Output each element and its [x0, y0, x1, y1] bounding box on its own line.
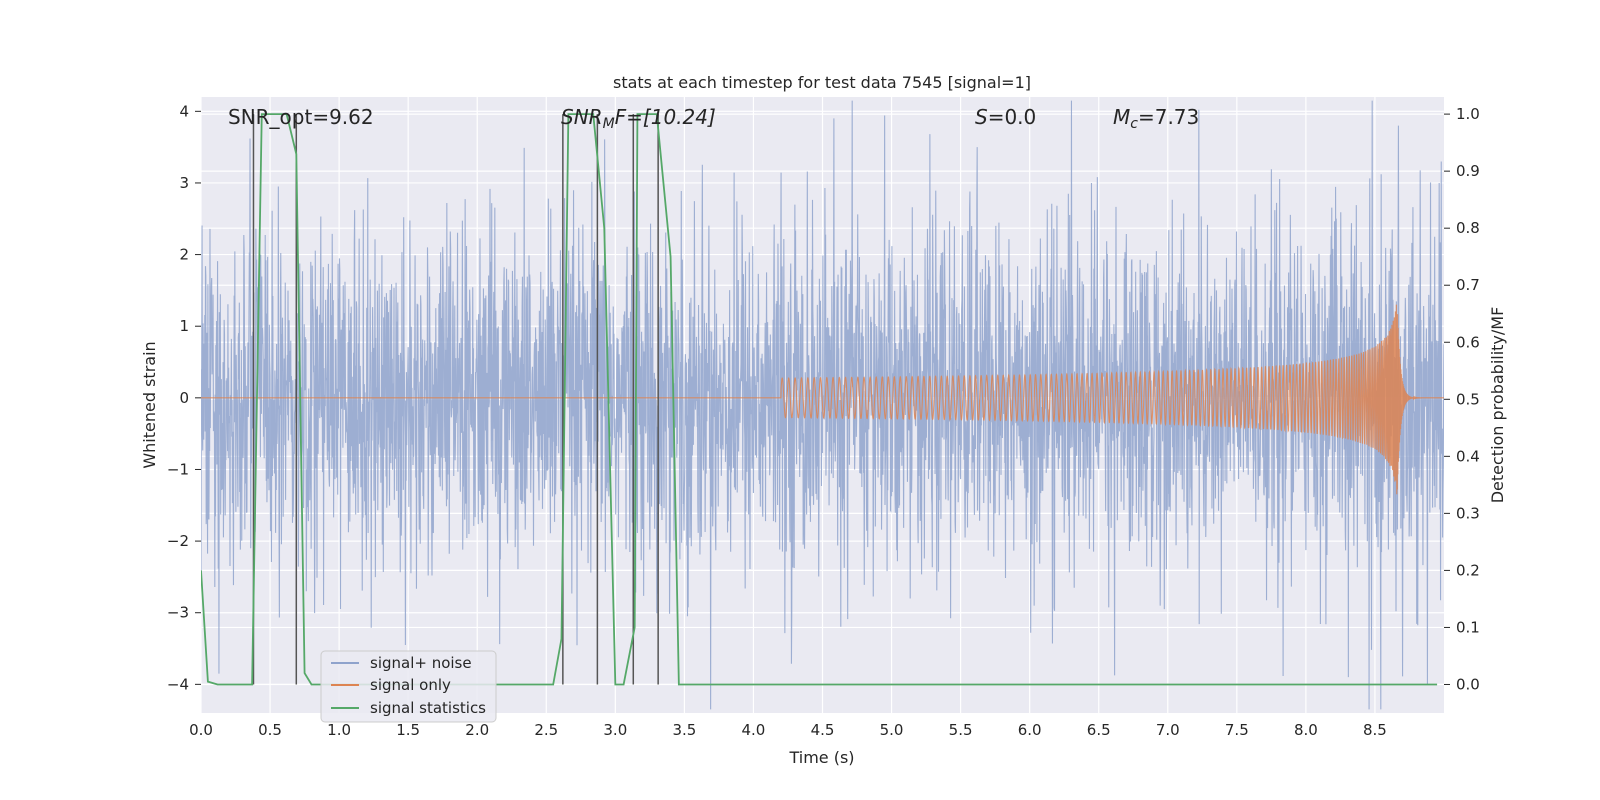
legend: signal+ noise signal only signal statist…: [320, 650, 497, 723]
annotation-mc-label: M: [1113, 105, 1130, 129]
series-signal-plus-noise: [201, 100, 1444, 710]
x-tick-label: 2.5: [534, 721, 558, 739]
y-left-tick-label: −3: [167, 604, 189, 622]
x-tick-label: 5.0: [880, 721, 904, 739]
y-left-tick-label: 1: [179, 317, 189, 335]
legend-label-signal-statistics: signal statistics: [370, 699, 486, 717]
y-right-tick-label: 0.0: [1456, 675, 1480, 693]
x-tick-label: 7.5: [1225, 721, 1249, 739]
x-tick-label: 6.0: [1018, 721, 1042, 739]
y-left-tick-label: −1: [167, 460, 189, 478]
annotation-s: S=0.0: [975, 105, 1036, 129]
y-left-tick-label: −4: [167, 675, 189, 693]
x-tick-label: 8.0: [1294, 721, 1318, 739]
y-right-tick-label: 0.2: [1456, 561, 1480, 579]
x-tick-label: 3.5: [672, 721, 696, 739]
x-tick-label: 1.0: [327, 721, 351, 739]
legend-label-signal-only: signal only: [370, 676, 451, 694]
y-right-tick-label: 0.4: [1456, 447, 1480, 465]
y-right-tick-label: 0.3: [1456, 504, 1480, 522]
y-right-axis-ticks: 1.0 0.9 0.8 0.7 0.6 0.5 0.4 0.3 0.2 0.1 0.0: [1444, 105, 1480, 693]
y-right-tick-label: 1.0: [1456, 105, 1480, 123]
y-right-tick-label: 0.7: [1456, 276, 1480, 294]
annotation-snr-opt: SNR_opt=9.62: [228, 105, 374, 129]
annotation-mc-sub: c: [1130, 116, 1138, 132]
annotation-mc: Mc=7.73: [1113, 105, 1199, 132]
y-right-tick-label: 0.8: [1456, 219, 1480, 237]
y-right-tick-label: 0.6: [1456, 333, 1480, 351]
x-tick-label: 4.0: [742, 721, 766, 739]
legend-box: [320, 650, 497, 723]
x-tick-label: 7.0: [1156, 721, 1180, 739]
y-left-tick-label: −2: [167, 532, 189, 550]
annotation-snr-mf-prefix: SNR: [561, 105, 603, 129]
annotation-s-value: =0.0: [988, 105, 1037, 129]
x-tick-label: 4.5: [811, 721, 835, 739]
x-tick-label: 8.5: [1363, 721, 1387, 739]
chart-title: stats at each timestep for test data 754…: [613, 73, 1031, 92]
x-axis-label: Time (s): [788, 748, 854, 767]
x-axis-ticks: 0.0 0.5 1.0 1.5 2.0 2.5 3.0 3.5 4.0 4.5 5.0 5.5 6.0 6…: [189, 721, 1387, 739]
x-tick-label: 3.0: [603, 721, 627, 739]
x-tick-label: 1.5: [396, 721, 420, 739]
y-left-axis-label: Whitened strain: [140, 341, 159, 468]
y-left-tick-label: 4: [179, 102, 189, 120]
annotation-s-label: S: [975, 105, 988, 129]
y-left-tick-label: 0: [179, 389, 189, 407]
annotation-snr-mf: SNRMF=[10.24]: [561, 105, 716, 132]
annotation-snr-mf-sub: M: [603, 116, 615, 132]
y-right-tick-label: 0.5: [1456, 390, 1480, 408]
series-signal-only: [201, 304, 1444, 495]
x-tick-label: 2.0: [465, 721, 489, 739]
y-left-tick-label: 3: [179, 174, 189, 192]
legend-label-signal-plus-noise: signal+ noise: [370, 654, 472, 672]
y-right-tick-label: 0.9: [1456, 162, 1480, 180]
series-signal-statistics: [201, 113, 1438, 686]
y-left-tick-label: 2: [179, 246, 189, 264]
y-right-tick-label: 0.1: [1456, 618, 1480, 636]
annotation-snr-mf-suffix: F=[10.24]: [615, 105, 716, 129]
x-tick-label: 5.5: [949, 721, 973, 739]
x-tick-label: 0.0: [189, 721, 213, 739]
y-left-axis-ticks: 4 3 2 1 0 −1 −2 −3 −4: [167, 102, 201, 693]
x-tick-label: 0.5: [258, 721, 282, 739]
x-tick-label: 6.5: [1087, 721, 1111, 739]
y-right-axis-label: Detection probability/MF: [1488, 307, 1507, 504]
annotation-mc-value: =7.73: [1138, 105, 1199, 129]
